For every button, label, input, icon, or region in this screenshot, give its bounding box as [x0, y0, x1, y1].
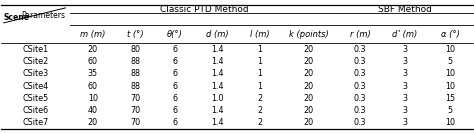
- Text: 1.4: 1.4: [211, 57, 223, 66]
- Text: 3: 3: [402, 57, 408, 66]
- Text: 20: 20: [88, 118, 98, 127]
- Text: k (points): k (points): [289, 30, 328, 39]
- Text: 1.4: 1.4: [211, 69, 223, 78]
- Text: 10: 10: [445, 118, 455, 127]
- Text: 0.3: 0.3: [354, 45, 366, 54]
- Text: Parameters: Parameters: [21, 11, 65, 20]
- Text: 1.4: 1.4: [211, 118, 223, 127]
- Text: l (m): l (m): [250, 30, 269, 39]
- Text: 40: 40: [88, 106, 98, 115]
- Text: 2: 2: [257, 106, 262, 115]
- Text: 6: 6: [172, 82, 177, 91]
- Text: CSite4: CSite4: [23, 82, 49, 91]
- Text: CSite5: CSite5: [23, 94, 49, 103]
- Text: 3: 3: [402, 118, 408, 127]
- Text: SBF Method: SBF Method: [378, 5, 432, 14]
- Text: 0.3: 0.3: [354, 106, 366, 115]
- Text: 5: 5: [447, 57, 453, 66]
- Text: 1.4: 1.4: [211, 106, 223, 115]
- Text: 15: 15: [445, 94, 455, 103]
- Text: 35: 35: [88, 69, 98, 78]
- Text: 70: 70: [130, 94, 140, 103]
- Text: CSite1: CSite1: [23, 45, 49, 54]
- Text: 70: 70: [130, 106, 140, 115]
- Text: 5: 5: [447, 106, 453, 115]
- Text: 6: 6: [172, 45, 177, 54]
- Text: 10: 10: [445, 69, 455, 78]
- Text: 0.3: 0.3: [354, 118, 366, 127]
- Text: d’ (m): d’ (m): [392, 30, 418, 39]
- Text: 88: 88: [130, 57, 140, 66]
- Text: r (m): r (m): [350, 30, 371, 39]
- Text: 10: 10: [88, 94, 98, 103]
- Text: θ(°): θ(°): [167, 30, 182, 39]
- Text: CSite6: CSite6: [23, 106, 49, 115]
- Text: 3: 3: [402, 106, 408, 115]
- Text: 2: 2: [257, 118, 262, 127]
- Text: 1: 1: [257, 45, 262, 54]
- Text: 20: 20: [303, 82, 313, 91]
- Text: 1: 1: [257, 57, 262, 66]
- Text: 2: 2: [257, 94, 262, 103]
- Text: 88: 88: [130, 69, 140, 78]
- Text: CSite3: CSite3: [23, 69, 49, 78]
- Text: 1: 1: [257, 69, 262, 78]
- Text: 6: 6: [172, 94, 177, 103]
- Text: α (°): α (°): [441, 30, 460, 39]
- Text: 0.3: 0.3: [354, 57, 366, 66]
- Text: 20: 20: [303, 118, 313, 127]
- Text: 20: 20: [303, 69, 313, 78]
- Text: 10: 10: [445, 82, 455, 91]
- Text: 20: 20: [88, 45, 98, 54]
- Text: 10: 10: [445, 45, 455, 54]
- Text: m (m): m (m): [80, 30, 105, 39]
- Text: 6: 6: [172, 118, 177, 127]
- Text: 3: 3: [402, 82, 408, 91]
- Text: 88: 88: [130, 82, 140, 91]
- Text: 0.3: 0.3: [354, 69, 366, 78]
- Text: 1.4: 1.4: [211, 45, 223, 54]
- Text: d (m): d (m): [206, 30, 228, 39]
- Text: 20: 20: [303, 106, 313, 115]
- Text: 20: 20: [303, 57, 313, 66]
- Text: 3: 3: [402, 69, 408, 78]
- Text: Scene: Scene: [4, 13, 30, 22]
- Text: 60: 60: [88, 82, 98, 91]
- Text: 20: 20: [303, 94, 313, 103]
- Text: 3: 3: [402, 45, 408, 54]
- Text: CSite2: CSite2: [23, 57, 49, 66]
- Text: 1: 1: [257, 82, 262, 91]
- Text: 20: 20: [303, 45, 313, 54]
- Text: 1.4: 1.4: [211, 82, 223, 91]
- Text: 0.3: 0.3: [354, 94, 366, 103]
- Text: 0.3: 0.3: [354, 82, 366, 91]
- Text: 1.0: 1.0: [211, 94, 223, 103]
- Text: 6: 6: [172, 57, 177, 66]
- Text: 6: 6: [172, 106, 177, 115]
- Text: 70: 70: [130, 118, 140, 127]
- Text: Classic PTD Method: Classic PTD Method: [160, 5, 248, 14]
- Text: 80: 80: [130, 45, 140, 54]
- Text: t (°): t (°): [127, 30, 144, 39]
- Text: CSite7: CSite7: [23, 118, 49, 127]
- Text: 3: 3: [402, 94, 408, 103]
- Text: 6: 6: [172, 69, 177, 78]
- Text: 60: 60: [88, 57, 98, 66]
